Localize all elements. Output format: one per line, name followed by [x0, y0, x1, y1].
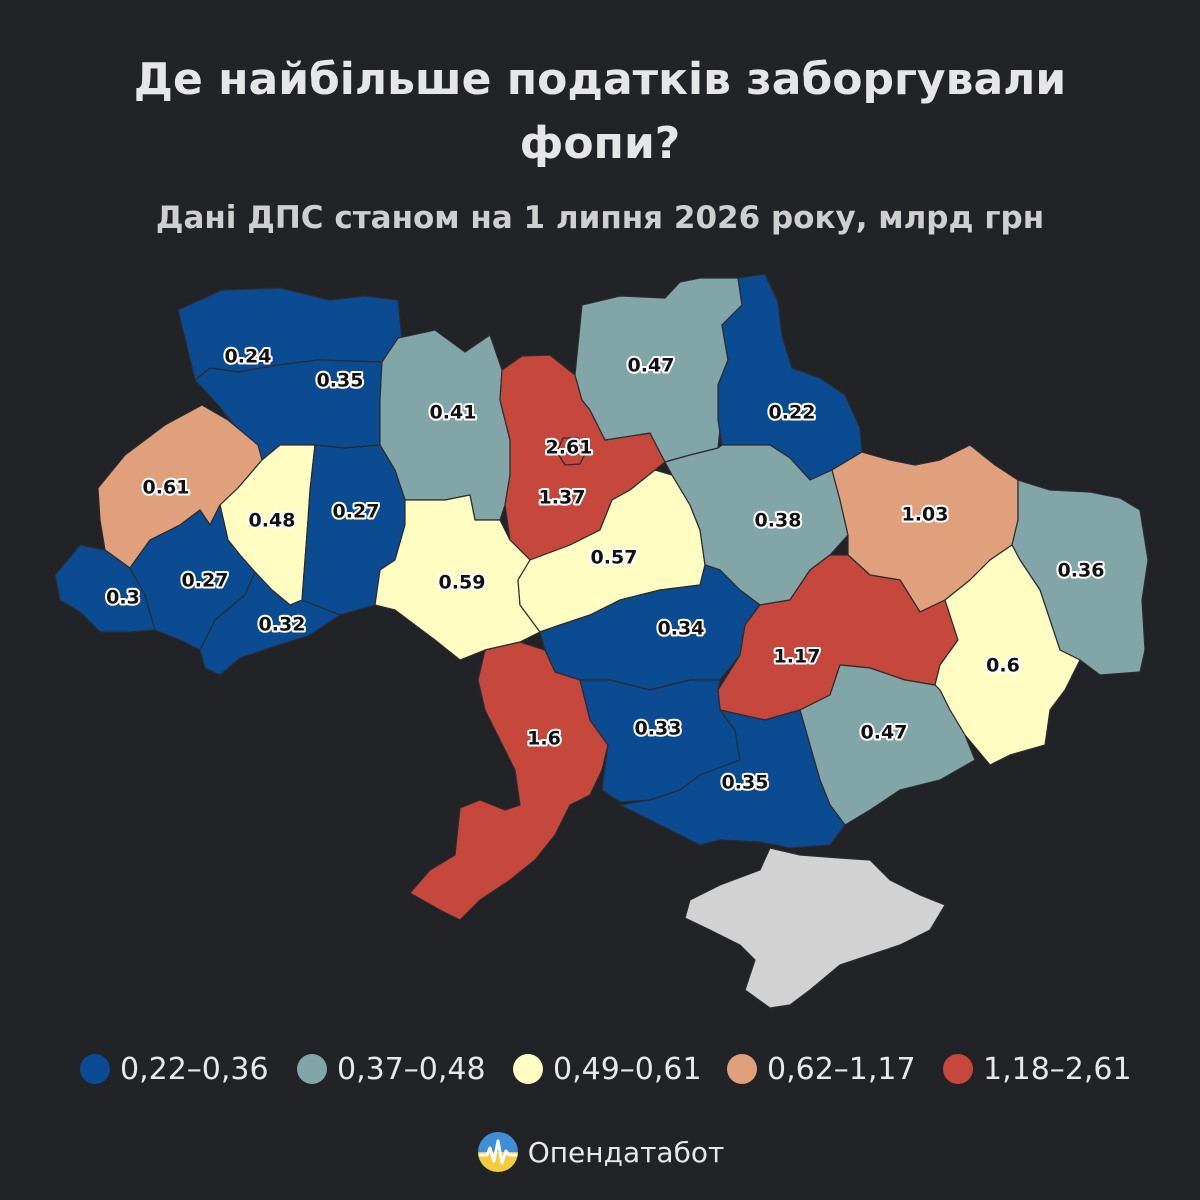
value-label-poltava: 0.38	[755, 510, 802, 532]
legend-label: 0,22–0,36	[120, 1051, 269, 1087]
value-label-chernivtsi: 0.32	[259, 614, 306, 636]
value-label-kirovohrad: 0.34	[658, 618, 705, 640]
value-label-lviv: 0.61	[143, 477, 190, 499]
legend-swatch	[727, 1054, 757, 1084]
brand-name: Опендатабот	[527, 1135, 725, 1169]
region-crimea[interactable]	[684, 847, 946, 1009]
value-label-rivne: 0.35	[317, 370, 364, 392]
value-label-khmelnytskyi: 0.27	[333, 501, 380, 523]
legend-label: 0,37–0,48	[337, 1051, 486, 1087]
legend-swatch	[80, 1054, 110, 1084]
value-label-sumy: 0.22	[769, 402, 816, 424]
region-ivano-frankivsk[interactable]	[129, 504, 256, 651]
value-label-kherson: 0.35	[722, 772, 769, 794]
region-chernivtsi[interactable]	[199, 571, 341, 676]
region-vinnytsia[interactable]	[374, 494, 541, 661]
value-label-chernihiv: 0.47	[628, 355, 675, 377]
legend-swatch	[943, 1054, 973, 1084]
legend-item: 0,37–0,48	[297, 1046, 486, 1092]
value-label-donetsk: 0.6	[986, 655, 1020, 677]
legend-swatch	[513, 1054, 543, 1084]
legend-item: 0,49–0,61	[513, 1046, 702, 1092]
value-label-cherkasy: 0.57	[591, 547, 638, 569]
value-label-zakarpattia: 0.3	[106, 587, 140, 609]
value-label-zhytomyr: 0.41	[430, 402, 477, 424]
brand-footer: Опендатабот	[0, 1128, 1200, 1176]
value-label-zaporizhzhia: 0.47	[861, 722, 908, 744]
value-label-mykolaiv: 0.33	[635, 718, 682, 740]
legend-swatch	[297, 1054, 327, 1084]
value-label-kyiv-city: 2.61	[546, 437, 593, 459]
value-label-kyiv-oblast: 1.37	[539, 487, 586, 509]
region-odesa[interactable]	[409, 641, 609, 921]
value-label-ivano-frankivsk: 0.27	[182, 570, 229, 592]
region-kherson[interactable]	[619, 709, 846, 849]
legend-label: 1,18–2,61	[983, 1051, 1132, 1087]
legend-label: 0,62–1,17	[767, 1051, 916, 1087]
legend-item: 1,18–2,61	[943, 1046, 1132, 1092]
value-label-odesa: 1.6	[527, 728, 561, 750]
value-label-luhansk: 0.36	[1058, 560, 1105, 582]
legend-item: 0,62–1,17	[727, 1046, 916, 1092]
value-label-ternopil: 0.48	[249, 510, 296, 532]
region-kyiv-city[interactable]	[556, 437, 588, 466]
page-title: Де найбільше податків заборгували фопи?	[133, 54, 1067, 169]
page-subtitle: Дані ДПС станом на 1 липня 2026 року, мл…	[155, 200, 1045, 236]
opendatabot-logo-icon	[477, 1132, 518, 1172]
value-label-vinnytsia: 0.59	[439, 572, 486, 594]
value-label-dnipropetrovsk: 1.17	[774, 646, 821, 668]
value-label-volyn: 0.24	[225, 346, 272, 368]
legend-label: 0,49–0,61	[553, 1051, 702, 1087]
value-label-kharkiv: 1.03	[902, 504, 949, 526]
legend-item: 0,22–0,36	[80, 1046, 269, 1092]
map-legend: 0,22–0,36 0,37–0,48 0,49–0,61 0,62–1,17 …	[0, 1046, 1200, 1092]
